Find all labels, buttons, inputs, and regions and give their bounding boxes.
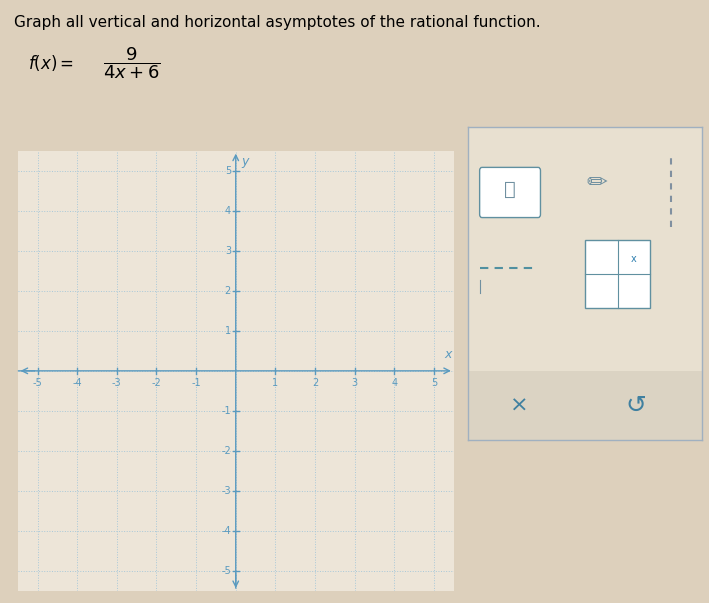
Text: 2: 2 — [312, 378, 318, 388]
Bar — [468, 371, 702, 440]
Text: y: y — [242, 155, 249, 168]
Text: $f(x)=$: $f(x)=$ — [28, 53, 74, 74]
Text: 5: 5 — [431, 378, 437, 388]
Text: ⬜: ⬜ — [504, 180, 516, 199]
Text: -2: -2 — [152, 378, 162, 388]
Text: 2: 2 — [225, 286, 231, 296]
Text: Graph all vertical and horizontal asymptotes of the rational function.: Graph all vertical and horizontal asympt… — [14, 15, 541, 30]
Text: -1: -1 — [191, 378, 201, 388]
Text: x: x — [445, 348, 452, 361]
Text: 1: 1 — [225, 326, 231, 336]
Text: 4: 4 — [225, 206, 231, 216]
Text: -4: -4 — [72, 378, 82, 388]
Text: ×: × — [510, 396, 529, 415]
Text: ↺: ↺ — [626, 394, 647, 418]
Text: 3: 3 — [225, 246, 231, 256]
Text: 4: 4 — [391, 378, 397, 388]
Text: -3: -3 — [112, 378, 122, 388]
Text: -2: -2 — [221, 446, 231, 456]
Text: -1: -1 — [221, 406, 231, 416]
Text: -4: -4 — [221, 526, 231, 536]
Text: 3: 3 — [352, 378, 358, 388]
Text: -5: -5 — [33, 378, 43, 388]
Text: 1: 1 — [272, 378, 279, 388]
Text: ✏: ✏ — [586, 171, 607, 195]
FancyBboxPatch shape — [479, 168, 540, 218]
Text: 5: 5 — [225, 166, 231, 175]
Text: -5: -5 — [221, 566, 231, 576]
Text: -3: -3 — [221, 486, 231, 496]
Text: x: x — [631, 254, 637, 264]
Text: $\dfrac{9}{4x+6}$: $\dfrac{9}{4x+6}$ — [103, 45, 160, 81]
Bar — [585, 239, 650, 309]
